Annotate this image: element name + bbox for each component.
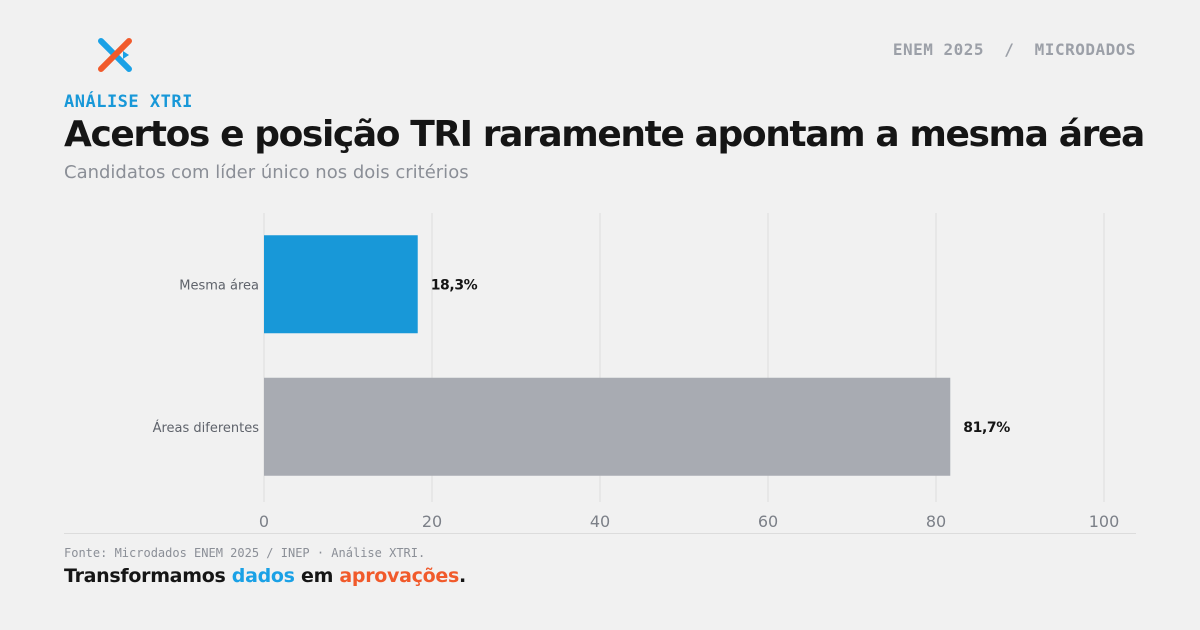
category-label-0: Mesma área [179, 278, 259, 293]
x-tick-label-3: 60 [758, 512, 778, 531]
tagline-part-3: em [294, 565, 340, 587]
footer-divider [64, 533, 1136, 534]
x-tick-label-2: 40 [590, 512, 610, 531]
bar-chart: Mesma área 18,3% Áreas diferentes 81,7% 0 20 4… [153, 213, 1120, 531]
tagline-highlight-aprovacoes: aprovações [339, 565, 459, 587]
x-tick-label-1: 20 [422, 512, 442, 531]
tagline: Transformamos dados em aprovações. [64, 565, 466, 587]
kicker-label: ANÁLISE XTRI [64, 92, 193, 112]
header-context-label: ENEM 2025 / MICRODADOS [892, 40, 1136, 59]
category-label-1: Áreas diferentes [153, 420, 260, 436]
page-title: Acertos e posição TRI raramente apontam … [64, 114, 1145, 155]
bar-0 [264, 235, 418, 334]
source-note: Fonte: Microdados ENEM 2025 / INEP · Aná… [64, 546, 426, 560]
value-label-1: 81,7% [963, 420, 1010, 436]
x-tick-label-5: 100 [1089, 512, 1120, 531]
bar-1 [264, 377, 951, 476]
xtri-logo-icon [98, 38, 132, 72]
value-label-0: 18,3% [431, 277, 478, 293]
x-tick-label-0: 0 [259, 512, 269, 531]
tagline-highlight-dados: dados [231, 565, 295, 587]
page-subtitle: Candidatos com líder único nos dois crit… [64, 162, 469, 183]
tagline-part-5: . [458, 565, 466, 587]
tagline-part-1: Transformamos [64, 565, 232, 587]
x-tick-label-4: 80 [926, 512, 946, 531]
